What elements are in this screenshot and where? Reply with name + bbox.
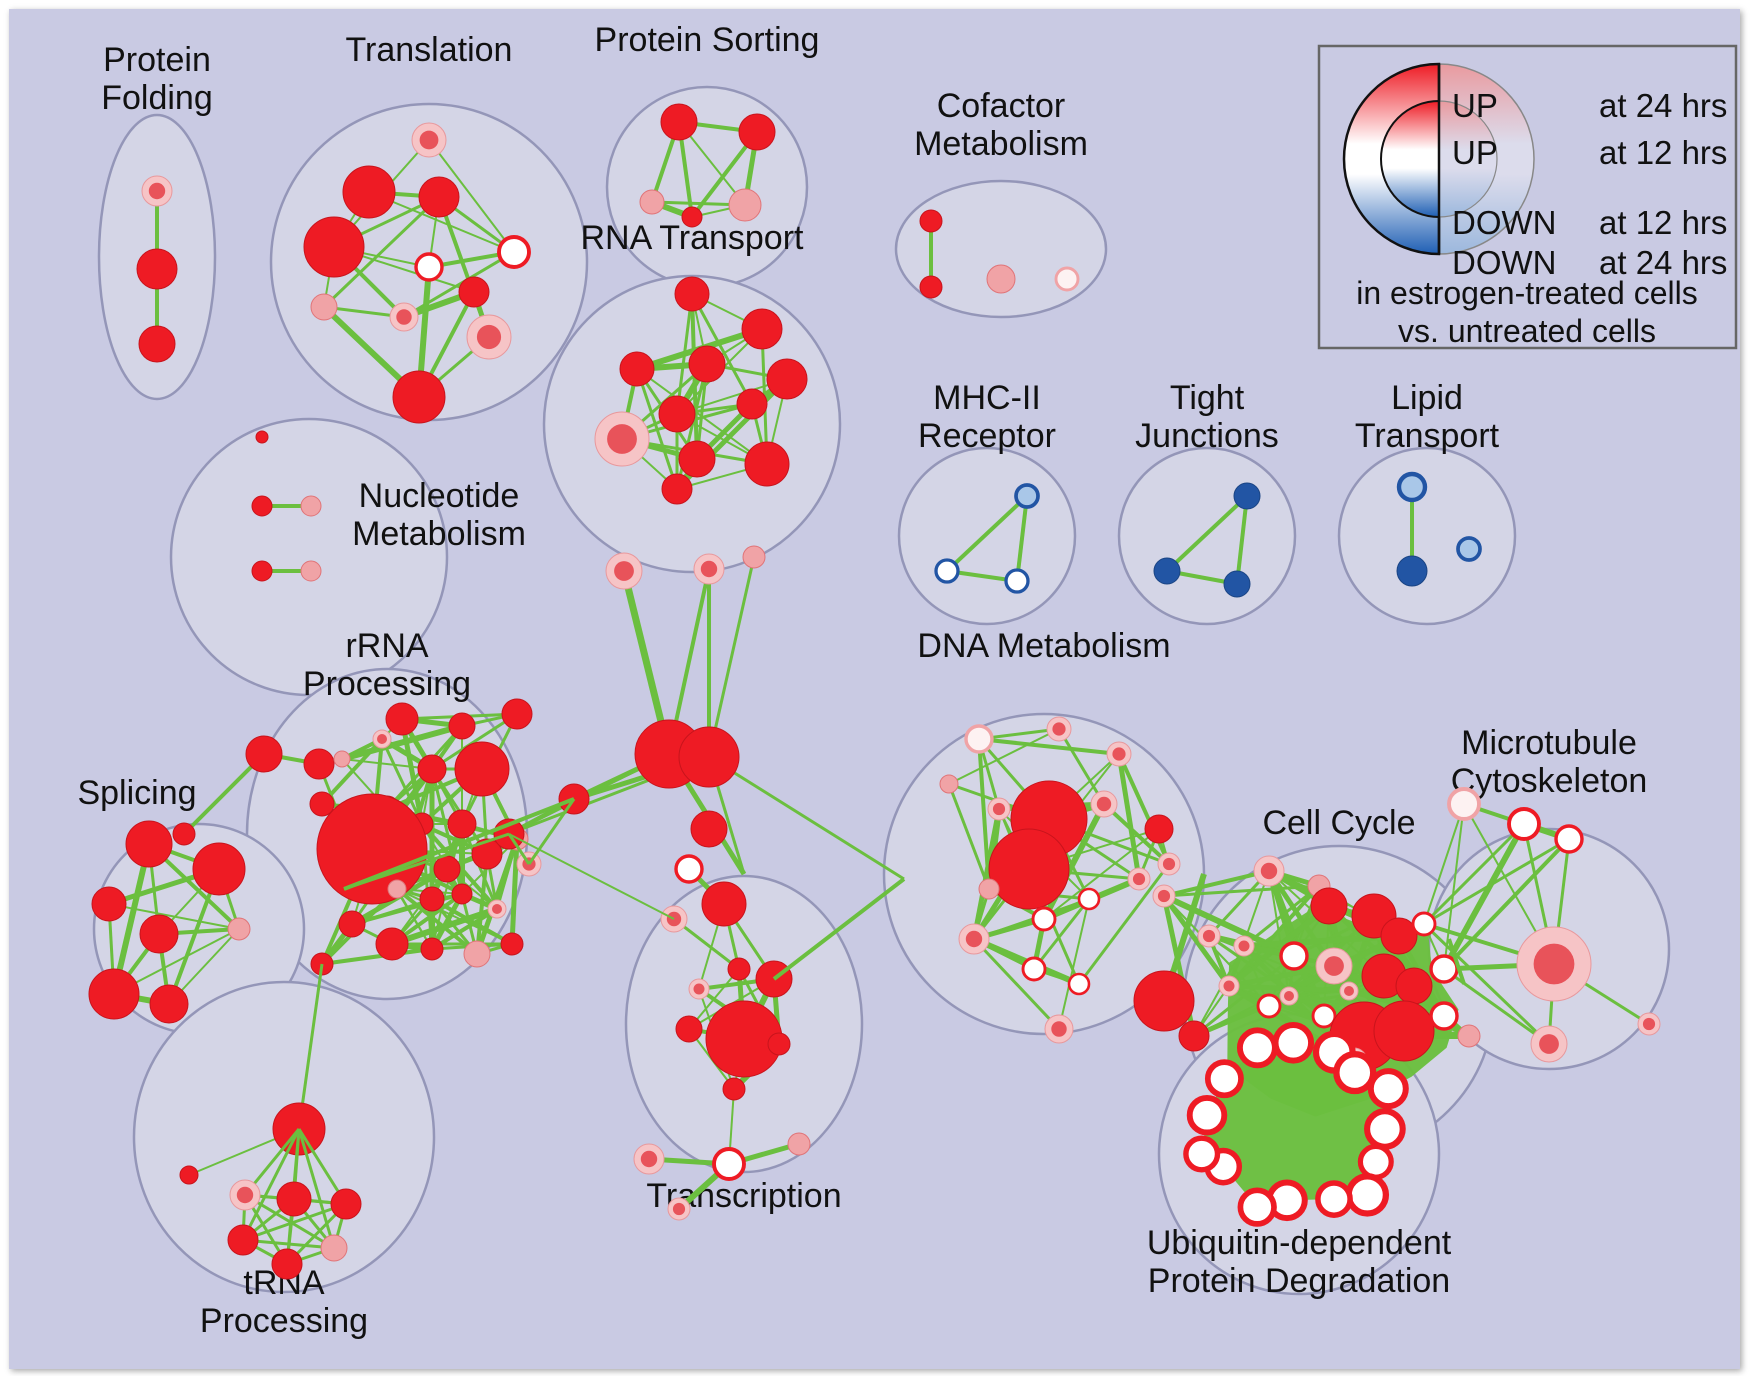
svg-text:in estrogen-treated cells: in estrogen-treated cells	[1356, 275, 1698, 311]
svg-text:Folding: Folding	[101, 79, 213, 117]
svg-text:DNA Metabolism: DNA Metabolism	[917, 627, 1170, 665]
svg-text:Cofactor: Cofactor	[937, 87, 1066, 125]
svg-text:at 24 hrs: at 24 hrs	[1599, 87, 1727, 124]
svg-text:Processing: Processing	[200, 1302, 368, 1340]
svg-text:DOWN: DOWN	[1452, 204, 1556, 241]
svg-text:Tight: Tight	[1170, 379, 1245, 417]
svg-text:Cytoskeleton: Cytoskeleton	[1451, 762, 1648, 800]
svg-text:Nucleotide: Nucleotide	[359, 477, 520, 515]
svg-text:UP: UP	[1452, 134, 1498, 171]
svg-text:Metabolism: Metabolism	[352, 515, 526, 553]
svg-text:Protein Degradation: Protein Degradation	[1148, 1262, 1450, 1300]
svg-text:rRNA: rRNA	[345, 627, 428, 665]
svg-text:MHC-II: MHC-II	[933, 379, 1041, 417]
svg-text:vs. untreated cells: vs. untreated cells	[1398, 313, 1656, 349]
svg-text:Metabolism: Metabolism	[914, 125, 1088, 163]
svg-text:Microtubule: Microtubule	[1461, 724, 1637, 762]
svg-text:Lipid: Lipid	[1391, 379, 1463, 417]
svg-text:at 12 hrs: at 12 hrs	[1599, 204, 1727, 241]
svg-text:Processing: Processing	[303, 665, 471, 703]
svg-text:Ubiquitin-dependent: Ubiquitin-dependent	[1147, 1224, 1452, 1262]
svg-text:Cell Cycle: Cell Cycle	[1262, 804, 1415, 842]
svg-text:Splicing: Splicing	[77, 774, 196, 812]
svg-text:Translation: Translation	[346, 31, 513, 69]
svg-text:Junctions: Junctions	[1135, 417, 1279, 455]
svg-text:Receptor: Receptor	[918, 417, 1056, 455]
svg-text:Protein Sorting: Protein Sorting	[595, 21, 820, 59]
svg-text:Protein: Protein	[103, 41, 211, 79]
svg-text:UP: UP	[1452, 87, 1498, 124]
svg-text:at 12 hrs: at 12 hrs	[1599, 134, 1727, 171]
svg-text:Transport: Transport	[1355, 417, 1500, 455]
